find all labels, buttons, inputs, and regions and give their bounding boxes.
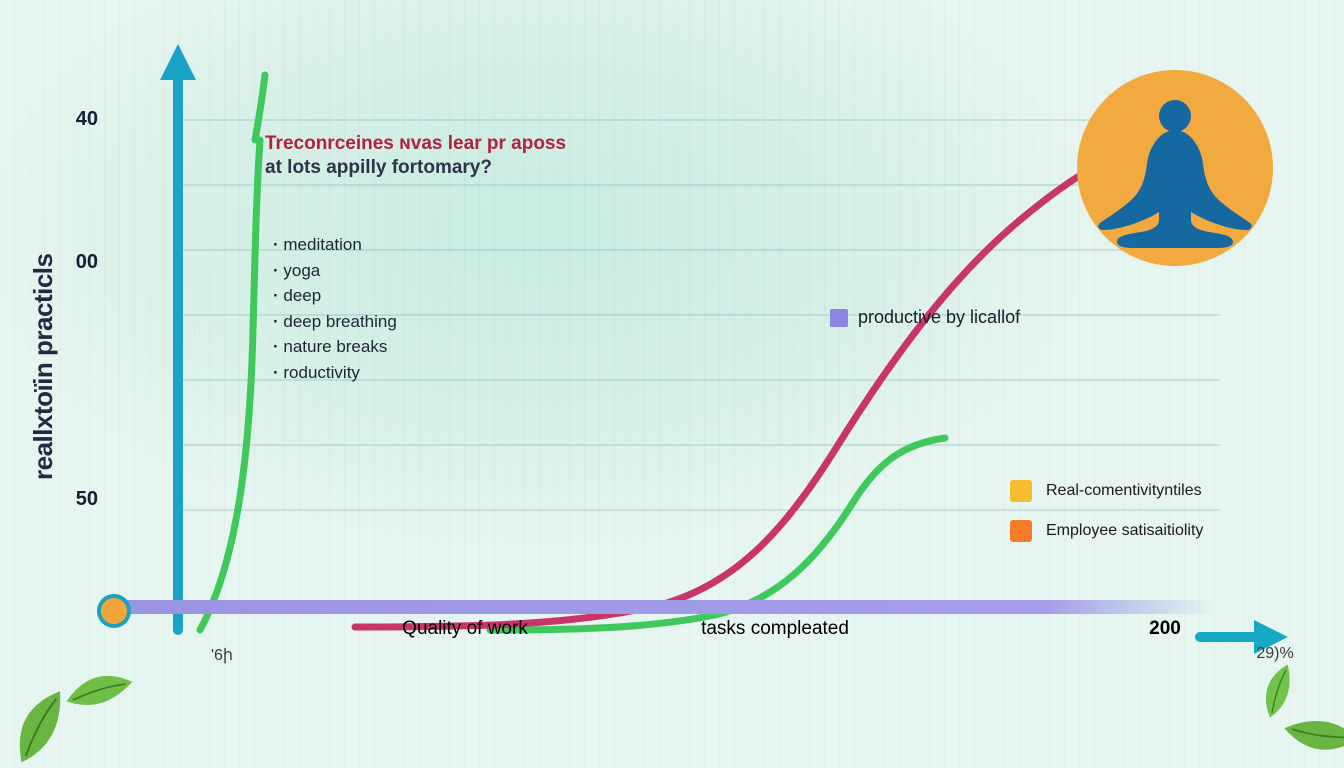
list-item: nature breaks xyxy=(273,334,397,360)
title-line2: at lots appilly fortomary? xyxy=(265,156,695,180)
inline-legend-label: productive by licallof xyxy=(858,307,1020,328)
y-axis-label: reallxtoïin practicls xyxy=(28,254,59,480)
practice-list: meditation yoga deep deep breathing natu… xyxy=(273,232,397,385)
legend-item: Real-comentivityntiles xyxy=(1010,480,1203,502)
legend-label: Employee satisaitiolity xyxy=(1046,522,1203,540)
y-tick: 40 xyxy=(62,108,98,131)
list-item: deep xyxy=(273,283,397,309)
legend-swatch xyxy=(1010,480,1032,502)
legend-swatch xyxy=(830,309,848,327)
chart-title: Treconrceines ɴvas lear pr aposs at lots… xyxy=(265,132,695,180)
legend-item: Employee satisaitiolity xyxy=(1010,520,1203,542)
legend-label: Real-comentivityntiles xyxy=(1046,482,1202,500)
inline-legend: productive by licallof xyxy=(830,307,1020,328)
title-line1: Treconrceines ɴvas lear pr aposs xyxy=(265,132,695,156)
green-curve xyxy=(200,140,945,630)
x-tick: 200 xyxy=(1149,618,1181,640)
list-item: deep breathing xyxy=(273,309,397,335)
legend-swatch xyxy=(1010,520,1032,542)
list-item: roductivity xyxy=(273,360,397,386)
y-axis xyxy=(160,44,196,630)
green-curve-short xyxy=(255,75,265,140)
x-axis-bar xyxy=(105,600,1215,614)
y-tick: 50 xyxy=(62,488,98,511)
y-tick: 00 xyxy=(62,251,98,274)
list-item: meditation xyxy=(273,232,397,258)
x-tick: Quality of work xyxy=(402,618,528,640)
x-sub-tick: '6ի xyxy=(211,645,233,665)
x-tick: tasks compleated xyxy=(701,618,849,640)
list-item: yoga xyxy=(273,258,397,284)
legend: Real-comentivityntiles Employee satisait… xyxy=(1010,480,1203,560)
meditation-icon xyxy=(1075,68,1275,268)
origin-marker xyxy=(97,594,131,628)
